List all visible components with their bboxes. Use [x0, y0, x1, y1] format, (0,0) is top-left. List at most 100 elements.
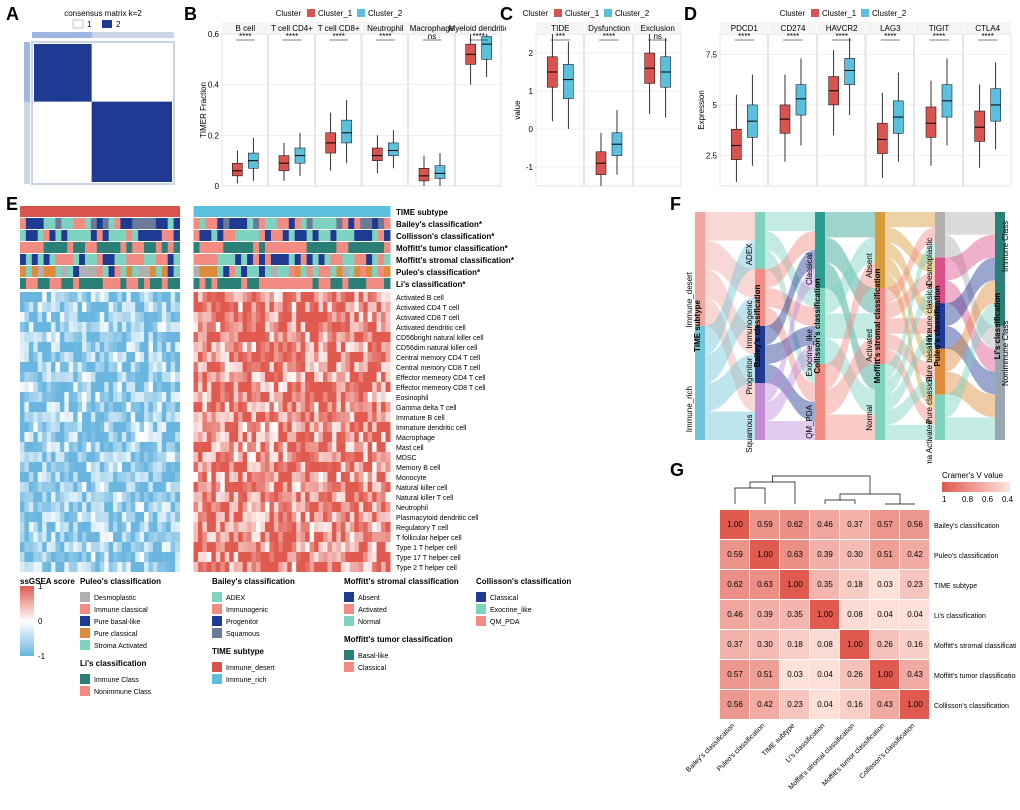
svg-text:Progenitor: Progenitor — [226, 619, 259, 626]
svg-text:0.30: 0.30 — [847, 550, 863, 559]
svg-text:Classical: Classical — [358, 665, 386, 672]
panel-e: TIME subtype Bailey's classification* Coll… — [10, 200, 670, 810]
svg-text:0.63: 0.63 — [787, 550, 803, 559]
svg-text:Squamous: Squamous — [745, 415, 754, 453]
svg-text:QM_PDA: QM_PDA — [490, 619, 520, 626]
svg-text:Cluster_1: Cluster_1 — [318, 9, 353, 18]
svg-text:Immunogenic: Immunogenic — [226, 607, 269, 614]
svg-text:2.5: 2.5 — [706, 152, 718, 161]
svg-text:Natural killer T cell: Natural killer T cell — [396, 495, 454, 502]
svg-text:0.35: 0.35 — [787, 610, 803, 619]
svg-text:****: **** — [379, 32, 391, 41]
svg-text:ns: ns — [653, 32, 661, 41]
svg-text:TIME subtype: TIME subtype — [693, 299, 702, 352]
svg-text:Exocrine_like: Exocrine_like — [490, 607, 532, 614]
svg-text:Bailey's classification: Bailey's classification — [212, 577, 295, 586]
svg-text:Moffitt's stromal classificati: Moffitt's stromal classification* — [396, 256, 515, 265]
svg-text:1: 1 — [38, 582, 43, 591]
svg-text:0.2: 0.2 — [208, 131, 220, 140]
svg-text:****: **** — [884, 32, 896, 41]
svg-text:Bailey's classification*: Bailey's classification* — [396, 220, 483, 229]
svg-text:0.35: 0.35 — [817, 580, 833, 589]
svg-text:Cluster_1: Cluster_1 — [822, 9, 857, 18]
svg-text:Central memory CD8 T cell: Central memory CD8 T cell — [396, 365, 481, 372]
svg-text:7.5: 7.5 — [706, 50, 718, 59]
svg-text:Moffitt's tumor classification: Moffitt's tumor classification* — [396, 244, 509, 253]
svg-text:0.04: 0.04 — [817, 700, 833, 709]
svg-text:Gamma delta T cell: Gamma delta T cell — [396, 405, 457, 412]
svg-text:1: 1 — [942, 495, 947, 504]
svg-text:Stroma Activated: Stroma Activated — [925, 420, 934, 464]
svg-text:Natural killer cell: Natural killer cell — [396, 485, 448, 492]
svg-text:Moffitt's tumor classification: Moffitt's tumor classification — [934, 673, 1016, 680]
svg-text:Desmoplastic: Desmoplastic — [94, 595, 137, 602]
svg-text:-1: -1 — [38, 652, 46, 661]
svg-text:Cluster: Cluster — [780, 9, 806, 18]
svg-text:****: **** — [738, 32, 750, 41]
svg-text:****: **** — [787, 32, 799, 41]
svg-text:Monocyte: Monocyte — [396, 475, 426, 482]
svg-text:0.51: 0.51 — [877, 550, 893, 559]
svg-text:Moffitt's tumor classification: Moffitt's tumor classification — [821, 722, 886, 787]
panel-f: Immune_desertImmune_richTIME subtypeADEX… — [680, 200, 1016, 464]
svg-text:CD56bright natural killer cell: CD56bright natural killer cell — [396, 335, 484, 342]
svg-text:0: 0 — [529, 125, 534, 134]
svg-text:Puleo's classification: Puleo's classification — [933, 285, 942, 366]
svg-text:Immune_rich: Immune_rich — [226, 677, 267, 684]
svg-text:1.00: 1.00 — [727, 520, 743, 529]
svg-text:1: 1 — [529, 87, 534, 96]
svg-text:Type 1 T helper cell: Type 1 T helper cell — [396, 545, 457, 552]
svg-text:Immature dendritic cell: Immature dendritic cell — [396, 425, 467, 432]
svg-text:Collisson's classification: Collisson's classification — [476, 577, 571, 586]
svg-text:TIMER Fraction: TIMER Fraction — [199, 82, 208, 138]
svg-text:0.39: 0.39 — [757, 610, 773, 619]
svg-text:***: *** — [556, 32, 565, 41]
svg-text:0.30: 0.30 — [757, 640, 773, 649]
svg-text:****: **** — [835, 32, 847, 41]
svg-text:0.37: 0.37 — [847, 520, 863, 529]
svg-text:0.62: 0.62 — [727, 580, 743, 589]
svg-text:Plasmacytoid dendritic cell: Plasmacytoid dendritic cell — [396, 515, 479, 522]
svg-text:Puleo's classification: Puleo's classification — [934, 553, 998, 560]
svg-text:0.08: 0.08 — [817, 640, 833, 649]
svg-text:1.00: 1.00 — [847, 640, 863, 649]
svg-text:0.46: 0.46 — [727, 610, 743, 619]
svg-text:0.26: 0.26 — [877, 640, 893, 649]
svg-text:****: **** — [472, 32, 484, 41]
svg-text:Neutrophil: Neutrophil — [396, 505, 428, 512]
svg-text:Immune_rich: Immune_rich — [685, 386, 694, 432]
svg-text:Activated B cell: Activated B cell — [396, 295, 444, 302]
svg-text:Type 17 T helper cell: Type 17 T helper cell — [396, 555, 461, 562]
svg-text:0.04: 0.04 — [877, 610, 893, 619]
svg-text:Regulatory T cell: Regulatory T cell — [396, 525, 449, 532]
svg-text:0: 0 — [215, 182, 220, 191]
svg-text:Moffitt's tumor classification: Moffitt's tumor classification — [344, 635, 453, 644]
svg-text:0.03: 0.03 — [787, 670, 803, 679]
svg-text:0.56: 0.56 — [907, 520, 923, 529]
svg-text:1: 1 — [87, 20, 92, 29]
svg-text:2: 2 — [116, 20, 121, 29]
svg-text:Cluster_2: Cluster_2 — [615, 9, 650, 18]
svg-text:0.23: 0.23 — [787, 700, 803, 709]
svg-text:Cluster_1: Cluster_1 — [565, 9, 600, 18]
svg-text:Nonimmune Class: Nonimmune Class — [94, 689, 152, 696]
svg-text:****: **** — [332, 32, 344, 41]
svg-text:0.63: 0.63 — [757, 580, 773, 589]
svg-text:Immune classical: Immune classical — [94, 607, 148, 614]
svg-text:0.16: 0.16 — [847, 700, 863, 709]
svg-text:TIME subtype: TIME subtype — [212, 647, 265, 656]
svg-text:0.26: 0.26 — [847, 670, 863, 679]
svg-text:ADEX: ADEX — [226, 595, 245, 602]
svg-text:0.59: 0.59 — [727, 550, 743, 559]
svg-text:1.00: 1.00 — [787, 580, 803, 589]
svg-text:0.62: 0.62 — [787, 520, 803, 529]
svg-text:****: **** — [933, 32, 945, 41]
svg-text:1.00: 1.00 — [877, 670, 893, 679]
svg-text:TIME subtype: TIME subtype — [396, 208, 449, 217]
svg-text:Mast cell: Mast cell — [396, 445, 424, 452]
svg-text:ADEX: ADEX — [745, 243, 754, 265]
svg-text:Expression: Expression — [697, 90, 706, 130]
svg-text:0.57: 0.57 — [727, 670, 743, 679]
svg-text:Pure classical: Pure classical — [925, 374, 934, 424]
svg-text:0.4: 0.4 — [1002, 495, 1014, 504]
